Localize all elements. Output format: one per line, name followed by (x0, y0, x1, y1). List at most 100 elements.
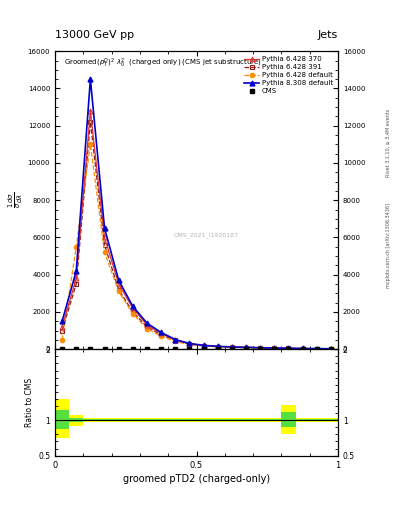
Pythia 6.428 370 (258, 345, 263, 351)
Pythia 6.428 default (173, 338, 178, 345)
CMS (258, 346, 263, 352)
Pythia 6.428 391 (102, 242, 107, 248)
Pythia 8.308 default (159, 329, 163, 335)
Line: CMS: CMS (60, 347, 333, 351)
Pythia 6.428 default (60, 337, 64, 343)
CMS (329, 346, 333, 352)
Pythia 6.428 370 (215, 344, 220, 350)
Pythia 6.428 391 (230, 344, 234, 350)
Pythia 6.428 370 (116, 281, 121, 287)
Pythia 8.308 default (286, 345, 291, 351)
Pythia 6.428 370 (300, 346, 305, 352)
CMS (159, 346, 163, 352)
Pythia 8.308 default (230, 344, 234, 350)
Pythia 6.428 370 (88, 108, 93, 114)
Pythia 6.428 default (130, 311, 135, 317)
Pythia 6.428 391 (130, 309, 135, 315)
Line: Pythia 6.428 391: Pythia 6.428 391 (60, 120, 333, 351)
Pythia 8.308 default (116, 277, 121, 283)
Pythia 6.428 391 (258, 345, 263, 351)
Text: 13000 GeV pp: 13000 GeV pp (55, 30, 134, 40)
Pythia 8.308 default (130, 303, 135, 309)
Pythia 8.308 default (244, 344, 248, 350)
Pythia 6.428 391 (159, 332, 163, 338)
Pythia 8.308 default (173, 336, 178, 343)
Pythia 6.428 default (116, 288, 121, 294)
Pythia 6.428 370 (102, 234, 107, 241)
Pythia 6.428 default (286, 346, 291, 352)
Pythia 6.428 370 (272, 345, 277, 351)
Pythia 6.428 391 (244, 345, 248, 351)
Pythia 8.308 default (201, 342, 206, 348)
CMS (201, 346, 206, 352)
CMS (88, 346, 93, 352)
Pythia 6.428 370 (201, 343, 206, 349)
CMS (187, 346, 192, 352)
Pythia 6.428 370 (187, 340, 192, 347)
Pythia 6.428 default (88, 141, 93, 147)
Pythia 6.428 391 (300, 346, 305, 352)
Pythia 8.308 default (329, 346, 333, 352)
CMS (300, 346, 305, 352)
Pythia 6.428 391 (74, 281, 79, 287)
CMS (286, 346, 291, 352)
CMS (230, 346, 234, 352)
Pythia 8.308 default (258, 345, 263, 351)
Pythia 8.308 default (272, 345, 277, 351)
CMS (272, 346, 277, 352)
Pythia 6.428 default (258, 345, 263, 351)
CMS (130, 346, 135, 352)
Pythia 6.428 391 (88, 119, 93, 125)
Pythia 8.308 default (60, 318, 64, 325)
Pythia 6.428 391 (145, 324, 149, 330)
CMS (215, 346, 220, 352)
Y-axis label: $\frac{1}{\sigma}\frac{d\sigma}{d\lambda}$: $\frac{1}{\sigma}\frac{d\sigma}{d\lambda… (7, 192, 25, 208)
Pythia 6.428 391 (201, 343, 206, 349)
Y-axis label: Ratio to CMS: Ratio to CMS (25, 378, 34, 427)
Pythia 6.428 default (300, 346, 305, 352)
Pythia 6.428 370 (329, 346, 333, 352)
Pythia 8.308 default (88, 76, 93, 82)
Text: Groomed$(p_T^D)^2$ $\lambda_0^2$  (charged only) (CMS jet substructure): Groomed$(p_T^D)^2$ $\lambda_0^2$ (charge… (64, 57, 262, 71)
Pythia 6.428 370 (244, 344, 248, 350)
Pythia 6.428 default (74, 244, 79, 250)
CMS (116, 346, 121, 352)
Line: Pythia 8.308 default: Pythia 8.308 default (60, 77, 333, 351)
Pythia 6.428 370 (173, 337, 178, 343)
Pythia 6.428 default (159, 333, 163, 339)
Pythia 6.428 391 (314, 346, 319, 352)
Pythia 8.308 default (187, 340, 192, 347)
Pythia 6.428 370 (286, 345, 291, 351)
Pythia 8.308 default (74, 268, 79, 274)
Pythia 6.428 default (244, 345, 248, 351)
Pythia 6.428 370 (145, 322, 149, 328)
CMS (145, 346, 149, 352)
Pythia 6.428 default (201, 343, 206, 349)
Line: Pythia 6.428 370: Pythia 6.428 370 (60, 109, 333, 351)
Line: Pythia 6.428 default: Pythia 6.428 default (60, 142, 333, 351)
Pythia 6.428 391 (60, 328, 64, 334)
Text: Jets: Jets (318, 30, 338, 40)
Pythia 6.428 370 (60, 324, 64, 330)
CMS (102, 346, 107, 352)
Pythia 6.428 default (102, 249, 107, 255)
Pythia 6.428 default (187, 342, 192, 348)
Pythia 6.428 391 (173, 337, 178, 344)
Pythia 8.308 default (145, 320, 149, 326)
Pythia 6.428 391 (215, 344, 220, 350)
Pythia 6.428 default (230, 345, 234, 351)
Pythia 8.308 default (215, 343, 220, 349)
Pythia 6.428 default (314, 346, 319, 352)
CMS (74, 346, 79, 352)
Pythia 8.308 default (300, 346, 305, 352)
Pythia 8.308 default (102, 225, 107, 231)
Pythia 6.428 default (272, 345, 277, 351)
Pythia 6.428 370 (230, 344, 234, 350)
Pythia 6.428 370 (159, 330, 163, 336)
Pythia 6.428 391 (286, 345, 291, 351)
X-axis label: groomed pTD2 (charged-only): groomed pTD2 (charged-only) (123, 474, 270, 484)
Text: Rivet 3.1.10, ≥ 3.4M events: Rivet 3.1.10, ≥ 3.4M events (386, 109, 391, 178)
Legend: Pythia 6.428 370, Pythia 6.428 391, Pythia 6.428 default, Pythia 8.308 default, : Pythia 6.428 370, Pythia 6.428 391, Pyth… (242, 55, 334, 96)
Pythia 6.428 default (145, 326, 149, 332)
Text: mcplots.cern.ch [arXiv:1306.3436]: mcplots.cern.ch [arXiv:1306.3436] (386, 203, 391, 288)
